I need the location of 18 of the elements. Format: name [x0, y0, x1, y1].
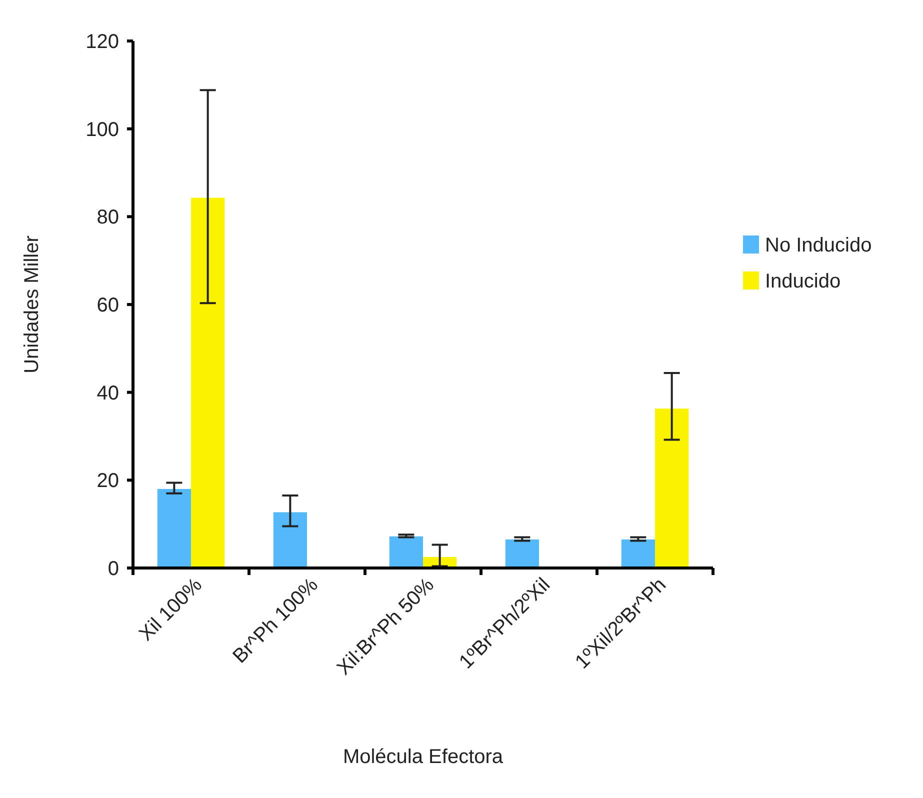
bar: [505, 539, 539, 568]
y-axis-title: Unidades Miller: [21, 235, 43, 374]
bar: [621, 539, 655, 568]
bar: [157, 488, 191, 568]
y-tick-label: 100: [86, 118, 119, 141]
bar: [655, 408, 689, 568]
bar: [191, 198, 225, 568]
y-tick-label: 120: [86, 31, 119, 53]
bar: [273, 512, 307, 568]
legend-label: No Inducido: [765, 234, 872, 256]
bar: [389, 536, 423, 568]
legend-label: Inducido: [765, 270, 841, 292]
x-axis-title: Molécula Efectora: [342, 746, 504, 768]
y-tick-label: 60: [96, 294, 119, 316]
y-tick-label: 40: [96, 382, 119, 404]
y-tick-label: 80: [96, 206, 119, 229]
y-tick-label: 0: [108, 558, 119, 580]
y-tick-label: 20: [96, 470, 119, 492]
